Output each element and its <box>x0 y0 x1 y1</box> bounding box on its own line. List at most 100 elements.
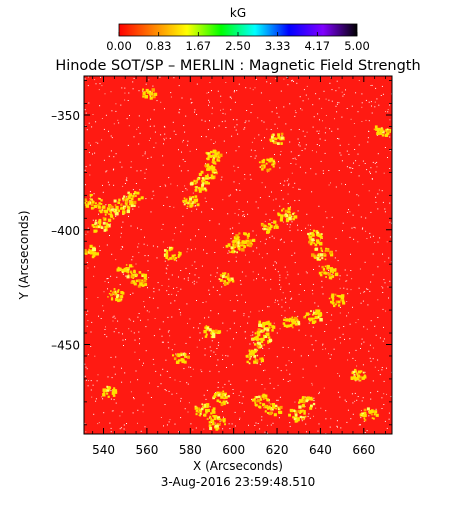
noise-pixel <box>84 109 86 111</box>
noise-pixel <box>328 170 330 171</box>
noise-pixel <box>150 211 152 213</box>
noise-pixel <box>387 111 389 113</box>
noise-pixel <box>190 98 192 100</box>
noise-pixel <box>106 278 108 280</box>
noise-pixel <box>232 392 234 394</box>
noise-pixel <box>338 138 340 140</box>
noise-pixel <box>388 297 389 299</box>
noise-pixel <box>291 80 292 82</box>
noise-pixel <box>321 286 323 288</box>
noise-pixel <box>210 350 212 352</box>
noise-pixel <box>144 306 145 308</box>
noise-pixel <box>135 263 137 265</box>
magnetic-feature <box>288 408 307 423</box>
noise-pixel <box>104 334 106 335</box>
noise-pixel <box>102 191 104 193</box>
noise-pixel <box>180 397 182 399</box>
noise-pixel <box>362 227 364 229</box>
noise-pixel <box>204 317 205 319</box>
noise-pixel <box>254 87 256 89</box>
noise-pixel <box>321 280 323 282</box>
noise-pixel <box>169 377 171 378</box>
noise-pixel <box>247 201 248 203</box>
noise-pixel <box>246 380 248 382</box>
noise-pixel <box>289 141 291 143</box>
noise-pixel <box>126 118 128 120</box>
noise-pixel <box>120 427 122 429</box>
noise-pixel <box>381 369 383 371</box>
noise-pixel <box>339 152 341 154</box>
noise-pixel <box>112 316 114 318</box>
noise-pixel <box>364 261 366 263</box>
noise-pixel <box>151 198 153 200</box>
noise-pixel <box>350 289 352 291</box>
noise-pixel <box>389 168 391 169</box>
noise-pixel <box>358 195 360 197</box>
noise-pixel <box>167 247 169 248</box>
noise-pixel <box>290 206 291 208</box>
noise-pixel <box>189 273 191 275</box>
noise-pixel <box>278 417 280 419</box>
colorbar-tick-label: 0.00 <box>106 39 132 53</box>
noise-pixel <box>120 236 122 238</box>
noise-pixel <box>259 428 261 430</box>
noise-pixel <box>138 143 140 145</box>
noise-pixel <box>166 268 168 270</box>
noise-pixel <box>99 83 101 85</box>
noise-pixel <box>206 389 208 391</box>
noise-pixel <box>199 323 201 325</box>
noise-pixel <box>168 390 170 392</box>
noise-pixel <box>128 215 129 217</box>
noise-pixel <box>383 404 385 405</box>
noise-pixel <box>325 98 327 100</box>
noise-pixel <box>381 367 383 368</box>
noise-pixel <box>101 85 103 87</box>
noise-pixel <box>298 330 300 332</box>
noise-pixel <box>261 384 263 385</box>
noise-pixel <box>159 76 161 78</box>
noise-pixel <box>88 102 90 104</box>
noise-pixel <box>369 357 371 359</box>
noise-pixel <box>244 127 246 129</box>
noise-pixel <box>265 213 267 215</box>
noise-pixel <box>306 85 308 87</box>
noise-pixel <box>147 119 148 121</box>
noise-pixel <box>286 271 288 273</box>
noise-pixel <box>356 399 358 401</box>
noise-pixel <box>174 343 176 345</box>
noise-pixel <box>328 353 329 355</box>
noise-pixel <box>123 424 125 426</box>
noise-pixel <box>244 178 246 180</box>
noise-pixel <box>118 332 120 334</box>
noise-pixel <box>86 129 88 131</box>
noise-pixel <box>148 140 150 141</box>
noise-pixel <box>297 138 299 140</box>
noise-pixel <box>150 397 152 398</box>
noise-pixel <box>389 119 391 121</box>
noise-pixel <box>198 277 200 279</box>
noise-pixel <box>278 283 280 285</box>
noise-pixel <box>245 120 247 122</box>
noise-pixel <box>256 278 257 280</box>
noise-pixel <box>232 119 234 121</box>
noise-pixel <box>278 303 280 305</box>
noise-pixel <box>170 96 172 98</box>
noise-pixel <box>245 301 246 303</box>
noise-pixel <box>341 91 343 93</box>
noise-pixel <box>90 389 92 391</box>
noise-pixel <box>363 341 365 343</box>
noise-pixel <box>94 355 96 357</box>
noise-pixel <box>318 133 320 134</box>
noise-pixel <box>184 185 186 187</box>
noise-pixel <box>215 239 217 241</box>
noise-pixel <box>186 189 188 191</box>
noise-pixel <box>154 131 156 133</box>
noise-pixel <box>145 198 147 200</box>
noise-pixel <box>289 422 291 424</box>
noise-pixel <box>330 354 332 356</box>
noise-pixel <box>287 347 289 348</box>
noise-pixel <box>248 120 250 122</box>
noise-pixel <box>342 222 344 224</box>
noise-pixel <box>124 87 126 89</box>
